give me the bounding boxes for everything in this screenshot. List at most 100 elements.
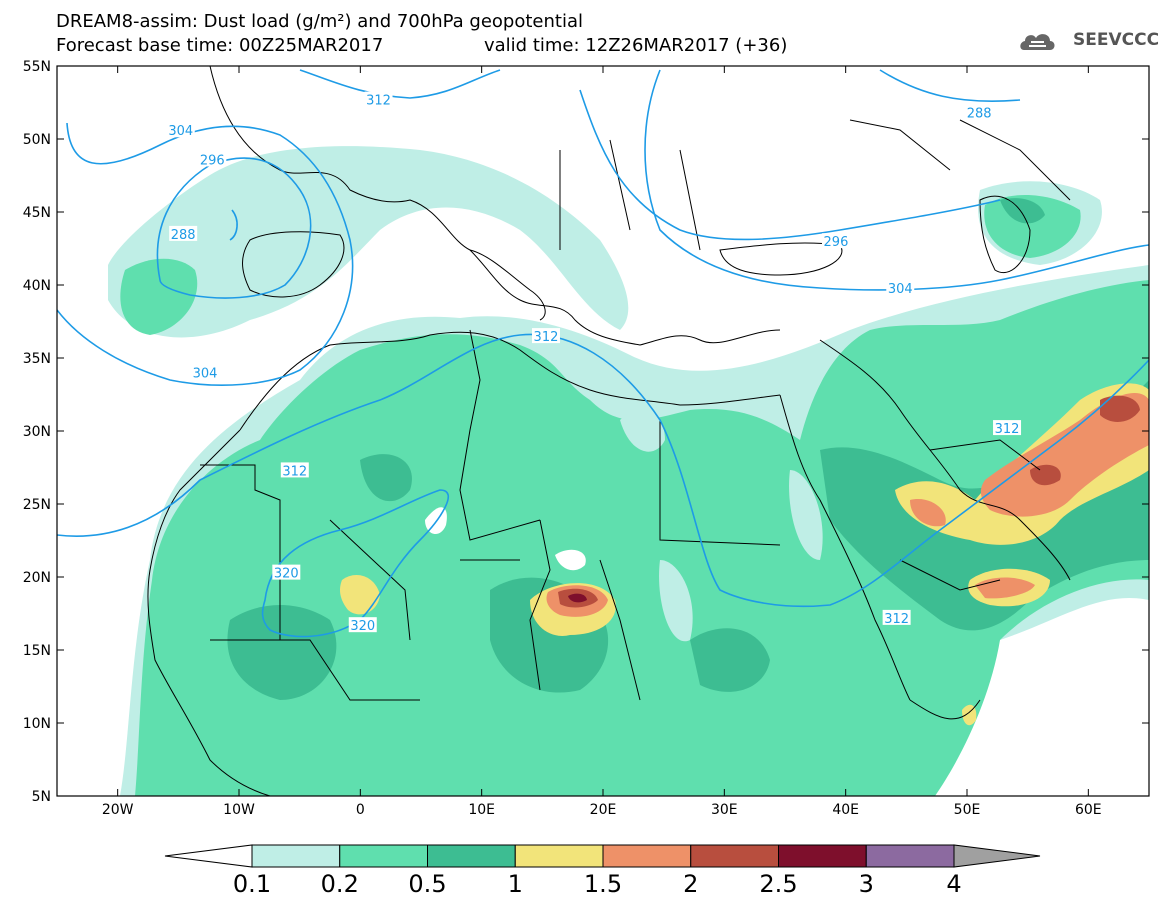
svg-text:304: 304 — [888, 282, 913, 297]
svg-text:304: 304 — [193, 367, 218, 382]
dust-area-level3 — [227, 605, 337, 700]
svg-text:312: 312 — [534, 330, 559, 345]
lat-label: 15N — [23, 643, 51, 659]
svg-text:288: 288 — [967, 107, 992, 122]
valid-time: valid time: 12Z26MAR2017 (+36) — [484, 35, 788, 56]
svg-text:312: 312 — [884, 612, 909, 627]
contour-label: 312 — [364, 91, 393, 109]
contour-304-west — [57, 122, 354, 386]
dust-area-level2 — [120, 258, 198, 335]
colorbar-label: 0.5 — [408, 870, 447, 898]
lon-label: 10W — [223, 802, 255, 818]
colorbar-segment — [602, 844, 692, 868]
lat-label: 30N — [23, 424, 51, 440]
lat-label: 10N — [23, 716, 51, 732]
dust-area-level4 — [340, 575, 380, 615]
contour-label: 296 — [198, 151, 227, 168]
dust-area-level3 — [690, 628, 770, 692]
lat-label: 35N — [23, 351, 51, 367]
contour-312-main — [57, 333, 1149, 608]
svg-text:320: 320 — [350, 619, 375, 634]
contour-label: 288 — [965, 104, 994, 122]
cloud-icon — [1020, 34, 1055, 50]
contour-label: 320 — [348, 617, 377, 634]
lon-label: 30E — [711, 802, 738, 818]
lon-label: 50E — [954, 802, 981, 818]
contour-label: 312 — [280, 462, 309, 479]
contour-label: 288 — [169, 225, 198, 243]
logo-text: SEEVCCC — [1073, 30, 1160, 50]
dust-area-level3 — [1000, 198, 1045, 224]
contour-312-north — [299, 69, 501, 99]
contour-label: 296 — [821, 233, 850, 250]
dust-area-level6 — [1100, 395, 1140, 422]
contour-label: 304 — [166, 122, 195, 139]
contour-288-west — [229, 209, 238, 241]
contour-label: 304 — [191, 364, 220, 382]
lat-label: 55N — [23, 59, 51, 75]
contour-label: 312 — [882, 609, 911, 627]
svg-text:320: 320 — [274, 567, 299, 582]
lat-label: 5N — [32, 789, 51, 805]
lon-label: 20W — [102, 802, 134, 818]
colorbar-segment — [339, 844, 428, 868]
lon-label: 0 — [356, 802, 365, 818]
contour-296-west — [156, 157, 312, 299]
svg-text:296: 296 — [200, 153, 225, 168]
colorbar-label: 0.1 — [232, 870, 272, 898]
colorbar-below-arrow — [164, 844, 253, 868]
colorbar-label: 3 — [858, 870, 874, 898]
svg-text:312: 312 — [282, 464, 307, 479]
lat-label: 20N — [23, 570, 51, 586]
colorbar-segment — [427, 844, 516, 868]
colorbar-label: 2.5 — [759, 870, 798, 898]
lon-label: 20E — [590, 802, 617, 818]
axis-ticks: 55N 50N 45N 40N 35N 30N 25N 20N 15N 10N 5N 20W 10W 0 1… — [23, 59, 1149, 818]
dust-area-level6 — [1030, 464, 1061, 486]
colorbar-segment — [690, 844, 779, 868]
dust-gap — [620, 409, 665, 452]
dust-area-level5 — [980, 392, 1149, 517]
lat-label: 50N — [23, 132, 51, 148]
contour-label: 320 — [272, 564, 301, 582]
dust-area-level4 — [962, 704, 977, 726]
map-title: DREAM8-assim: Dust load (g/m²) and 700hP… — [56, 11, 583, 32]
svg-text:304: 304 — [168, 124, 193, 139]
contour-320 — [261, 489, 450, 638]
colorbar-segment — [865, 844, 955, 868]
colorbar-label: 2 — [683, 870, 699, 898]
lat-label: 40N — [23, 278, 51, 294]
colorbar-label: 0.2 — [320, 870, 359, 898]
colorbar-label: 1 — [507, 870, 523, 898]
colorbar-segment — [251, 844, 341, 868]
colorbar-label: 1.5 — [583, 870, 623, 898]
contour-label: 304 — [886, 279, 915, 297]
dust-area-level5 — [910, 499, 946, 527]
contour-labels: 312 288 304 296 288 296 304 312 304 312 312 320 320 3… — [166, 91, 1022, 634]
colorbar-segment — [778, 844, 867, 868]
lon-label: 60E — [1075, 802, 1102, 818]
svg-text:296: 296 — [824, 235, 849, 250]
contour-296-central — [579, 89, 1001, 241]
lat-label: 45N — [23, 205, 51, 221]
dust-area-level3 — [360, 454, 412, 502]
dust-gap — [555, 549, 586, 571]
svg-text:288: 288 — [171, 228, 196, 243]
dust-fields — [108, 146, 1149, 796]
contour-label: 312 — [531, 328, 560, 345]
dust-gap — [659, 560, 693, 642]
colorbar-above-arrow — [953, 844, 1041, 868]
dust-area-level7 — [568, 593, 587, 603]
colorbar-label: 4 — [946, 870, 962, 898]
contour-288-ne — [879, 69, 1021, 103]
svg-text:312: 312 — [995, 422, 1020, 437]
lon-label: 40E — [832, 802, 859, 818]
colorbar — [164, 844, 1041, 868]
forecast-base-time: Forecast base time: 00Z25MAR2017 — [56, 35, 384, 56]
lat-label: 25N — [23, 497, 51, 513]
colorbar-segment — [514, 844, 604, 868]
coastlines — [147, 66, 1071, 796]
dust-gap — [789, 470, 823, 560]
svg-text:312: 312 — [366, 94, 391, 109]
dust-area-level1 — [108, 146, 629, 338]
